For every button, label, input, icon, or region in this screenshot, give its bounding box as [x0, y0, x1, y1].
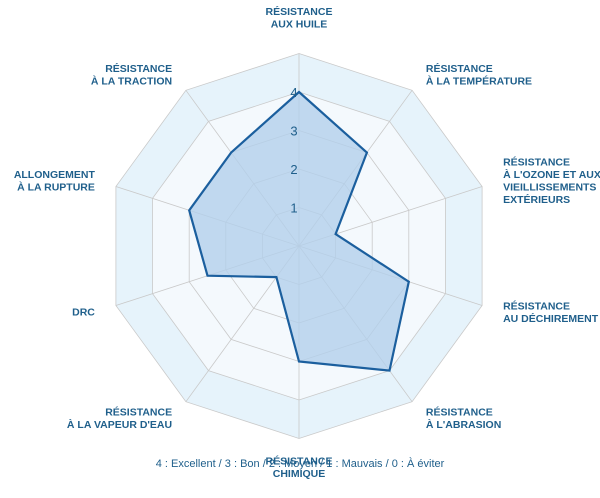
axis-label-7: DRC: [72, 307, 95, 319]
scale-legend: 4 : Excellent / 3 : Bon / 2 : Moyen / 1 …: [155, 458, 445, 470]
axis-label-line: DRC: [72, 307, 95, 319]
radial-ticks: 1 2 3 4: [290, 85, 297, 216]
axis-label-line: RÉSISTANCE: [266, 5, 333, 18]
tick-label: 2: [290, 162, 297, 177]
axis-label-line: RÉSISTANCE: [266, 455, 333, 468]
axis-label-2: RÉSISTANCE À L'OZONE ET AUX VIEILLISSEMENT…: [503, 156, 600, 207]
tick-label: 1: [290, 201, 297, 216]
axis-label-4: RÉSISTANCE À L'ABRASION: [426, 406, 501, 432]
axis-label-line: RÉSISTANCE: [426, 406, 493, 419]
axis-label-line: À L'OZONE ET AUX: [503, 168, 600, 181]
axis-label-line: RÉSISTANCE: [503, 156, 570, 169]
axis-label-line: ALLONGEMENT: [14, 169, 96, 181]
axis-label-line: VIEILLISSEMENTS: [503, 182, 596, 194]
axis-label-line: RÉSISTANCE: [426, 62, 493, 75]
axis-label-3: RÉSISTANCE AU DÉCHIREMENT: [503, 299, 599, 325]
tick-label: 3: [290, 124, 297, 139]
axis-label-6: RÉSISTANCE À LA VAPEUR D'EAU: [67, 406, 172, 432]
axis-label-line: AUX HUILE: [271, 19, 328, 31]
radar-series: [187, 90, 411, 372]
axis-label-9: RÉSISTANCE À LA TRACTION: [91, 62, 172, 88]
axis-label-line: CHIMIQUE: [273, 468, 326, 480]
axis-label-line: À L'ABRASION: [426, 418, 501, 431]
axis-label-line: À LA TEMPÉRATURE: [426, 74, 532, 87]
tick-label: 4: [290, 85, 297, 100]
axis-label-1: RÉSISTANCE À LA TEMPÉRATURE: [426, 62, 532, 88]
axis-label-line: RÉSISTANCE: [105, 406, 172, 419]
axis-label-line: RÉSISTANCE: [503, 299, 570, 312]
axis-label-0: RÉSISTANCE AUX HUILE: [266, 5, 333, 31]
axis-label-line: EXTÉRIEURS: [503, 193, 570, 206]
axis-label-5: RÉSISTANCE CHIMIQUE: [266, 455, 333, 481]
axis-label-line: À LA VAPEUR D'EAU: [67, 418, 172, 431]
axis-label-line: AU DÉCHIREMENT: [503, 312, 599, 325]
axis-label-line: À LA RUPTURE: [17, 181, 95, 194]
axis-label-line: À LA TRACTION: [91, 74, 172, 87]
axis-label-8: ALLONGEMENT À LA RUPTURE: [14, 169, 96, 194]
axis-label-line: RÉSISTANCE: [105, 62, 172, 75]
